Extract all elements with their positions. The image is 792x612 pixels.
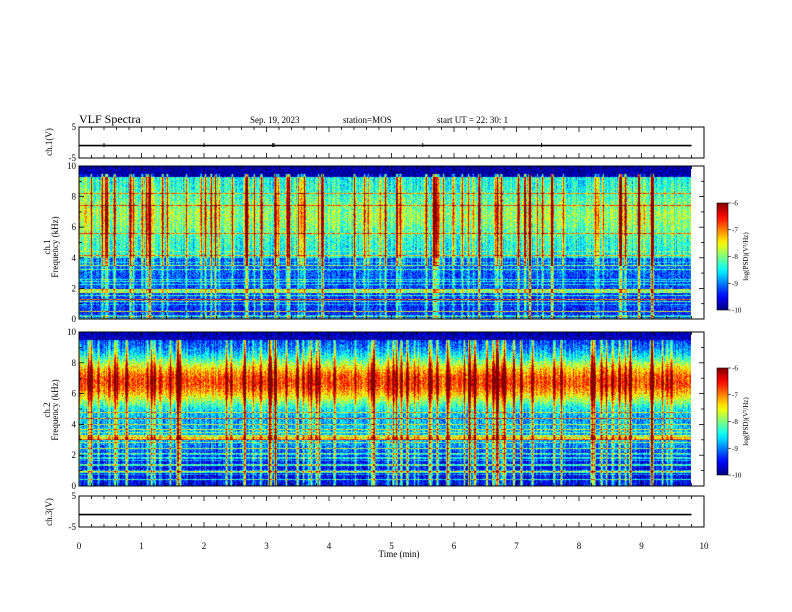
time-tick-label: 7 [514, 541, 519, 551]
time-tick-label: 8 [577, 541, 582, 551]
time-tick-label: 3 [264, 541, 269, 551]
time-tick-label: 2 [202, 541, 207, 551]
ch2-colorbar: -6 -7 -8 -9 -10 log(PSD)(V²/Hz) [716, 365, 750, 480]
ch2-spectrogram-ytick-label: 10 [67, 327, 77, 337]
ch1-channel-ylabel: ch.1 [42, 239, 52, 254]
ch2-channel-ylabel: ch.2 [42, 402, 52, 417]
ch1-waveform-ytick-label: 5 [72, 122, 77, 132]
ch1-spectrogram-ytick-label: 10 [67, 161, 77, 171]
ch2-frequency-ylabel: Frequency (kHz) [50, 379, 60, 440]
cbar2-tick-label: -6 [732, 365, 738, 373]
ch1-spectrogram-image [79, 166, 691, 319]
ch2-spectrogram-panel: 0 2 4 6 8 10 [67, 327, 705, 491]
cbar1-tick-label: -8 [732, 253, 738, 261]
ch1-voltage-ylabel: ch.1(V) [44, 128, 54, 156]
time-tick-label: 5 [389, 541, 394, 551]
ch3-waveform-ytick-label: -5 [69, 522, 77, 532]
ch1-waveform-ytick-label: -5 [69, 153, 77, 163]
time-tick-label: 9 [639, 541, 644, 551]
cbar2-tick-label: -9 [732, 445, 738, 453]
ch2-spectrogram-ytick-label: 4 [72, 419, 77, 429]
cbar1-tick-label: -6 [732, 200, 738, 208]
cbar2-tick-label: -8 [732, 418, 738, 426]
cbar2-label: log(PSD)(V²/Hz) [742, 397, 750, 446]
time-axis-label: Time (min) [379, 549, 420, 559]
ch3-waveform-ytick-label: 5 [72, 491, 77, 501]
start-time-label: start UT = 22: 30: 1 [437, 115, 508, 125]
ch1-spectrogram-panel: 0 2 4 6 8 10 [67, 161, 705, 324]
cbar1-label: log(PSD)(V²/Hz) [742, 232, 750, 281]
cbar2-bar [716, 367, 729, 476]
ch1-spectrogram-ytick-label: 6 [72, 222, 77, 232]
ch1-spectrogram-ytick-label: 4 [72, 253, 77, 263]
ch1-spectrogram-ytick-label: 0 [72, 314, 77, 324]
time-axis: 0 1 2 3 4 5 6 7 8 9 10 [77, 541, 709, 551]
cbar1-tick-label: -10 [732, 307, 742, 315]
cbar1-tick-label: -9 [732, 280, 738, 288]
ch2-spectrogram-ytick-label: 0 [72, 481, 77, 491]
ch3-waveform-panel: 5 -5 [69, 491, 705, 532]
time-tick-label: 1 [139, 541, 144, 551]
ch3-voltage-ylabel: ch.3(V) [44, 498, 54, 526]
cbar1-tick-label: -7 [732, 226, 738, 234]
ch1-colorbar: -6 -7 -8 -9 -10 log(PSD)(V²/Hz) [716, 200, 750, 315]
ch2-spectrogram-ytick-label: 6 [72, 389, 77, 399]
ch1-frequency-ylabel: Frequency (kHz) [50, 216, 60, 277]
ch1-waveform-panel: 5 -5 [69, 122, 705, 163]
ch1-spectrogram-ytick-label: 2 [72, 283, 77, 293]
time-tick-label: 10 [700, 541, 710, 551]
ch2-spectrogram-image [79, 332, 691, 486]
station-label: station=MOS [343, 115, 392, 125]
cbar1-bar [716, 202, 729, 311]
cbar2-tick-label: -7 [732, 391, 738, 399]
figure-title: VLF Spectra [79, 112, 141, 126]
ch2-spectrogram-ytick-label: 8 [72, 358, 77, 368]
date-label: Sep. 19, 2023 [250, 115, 300, 125]
time-tick-label: 4 [327, 541, 332, 551]
ch2-spectrogram-ytick-label: 2 [72, 450, 77, 460]
cbar2-tick-label: -10 [732, 472, 742, 480]
time-tick-label: 0 [77, 541, 82, 551]
ch1-spectrogram-ytick-label: 8 [72, 192, 77, 202]
time-tick-label: 6 [452, 541, 457, 551]
